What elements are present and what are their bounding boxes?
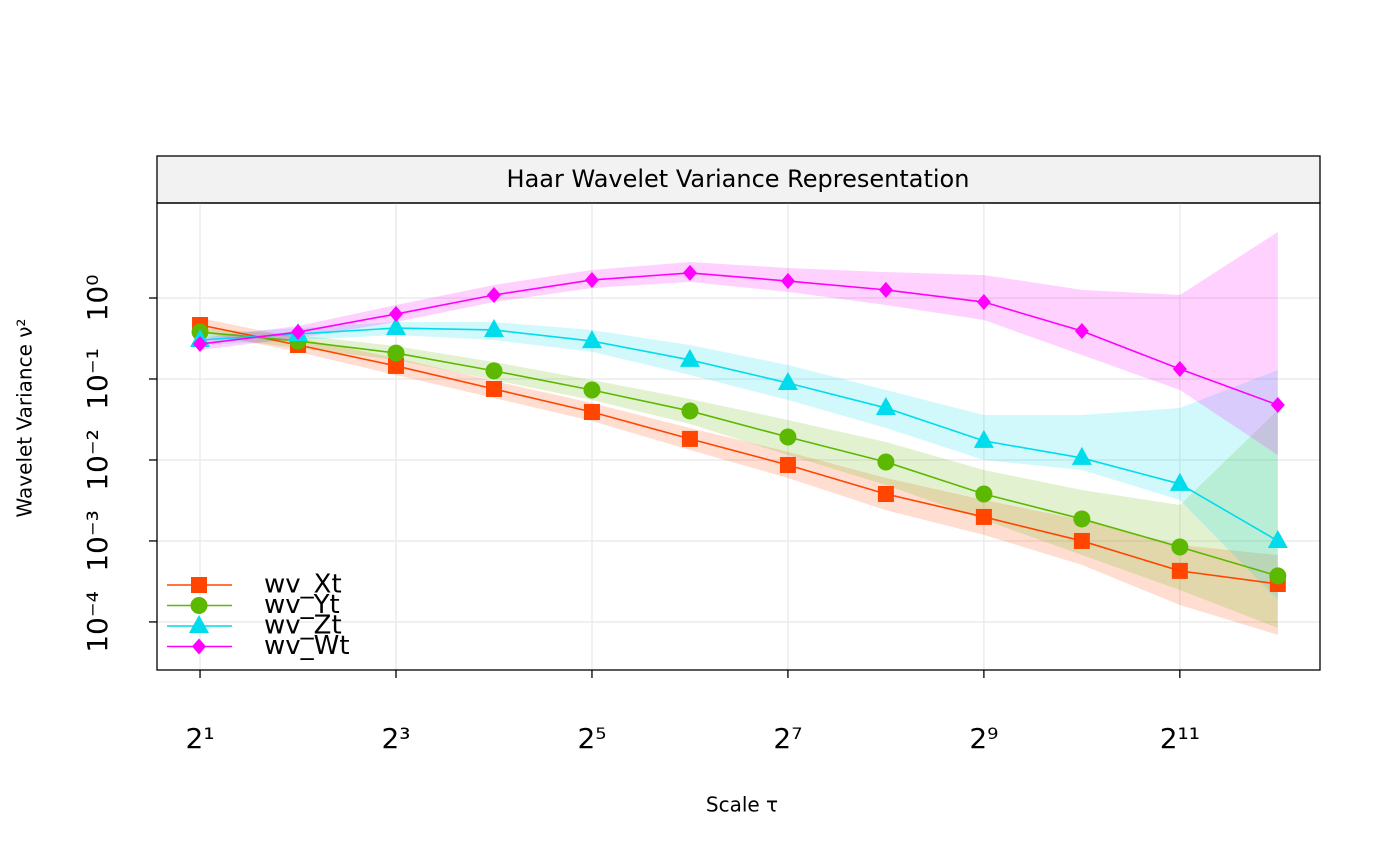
marker (388, 357, 405, 374)
marker (777, 371, 798, 390)
legend-entry: wv_Xt (167, 570, 342, 600)
marker (583, 404, 600, 421)
series-line (199, 272, 1279, 406)
marker (581, 330, 602, 349)
x-tick-label: 2⁹ (969, 722, 998, 755)
marker (682, 264, 697, 281)
marker (389, 306, 404, 323)
marker (780, 273, 795, 290)
confidence-band (200, 322, 1278, 600)
marker (1169, 472, 1190, 491)
marker (483, 318, 504, 337)
y-tick-label: 10⁻² (81, 429, 114, 491)
confidence-band (200, 318, 1278, 635)
legend-label: wv_Wt (264, 631, 350, 661)
marker (1071, 446, 1092, 465)
x-tick-label: 2⁷ (773, 722, 802, 755)
marker (1171, 538, 1189, 556)
marker (193, 336, 208, 353)
marker (1073, 532, 1090, 549)
marker (486, 286, 501, 303)
series-line (199, 331, 1279, 577)
legend-label: wv_Xt (264, 570, 342, 600)
y-tick-label: 10⁻³ (81, 510, 114, 572)
x-tick-label: 2⁵ (577, 722, 606, 755)
marker (975, 508, 992, 525)
marker (1074, 323, 1089, 340)
legend-entry: wv_Wt (167, 631, 350, 661)
marker (192, 638, 206, 655)
legend-entry: wv_Zt (167, 611, 342, 641)
marker (387, 344, 405, 362)
marker (681, 430, 698, 447)
chart-title: Haar Wavelet Variance Representation (507, 165, 970, 193)
legend-entry: wv_Yt (167, 590, 340, 620)
legend-label: wv_Zt (264, 611, 342, 641)
series-line (199, 324, 1278, 585)
marker (1270, 396, 1285, 413)
marker (779, 456, 796, 473)
y-tick-label: 10⁰ (81, 275, 114, 322)
y-tick-label: 10⁻¹ (81, 348, 114, 410)
marker (189, 615, 209, 633)
marker (1172, 360, 1187, 377)
x-tick-label: 2¹¹ (1160, 722, 1200, 755)
marker (584, 271, 599, 288)
plot-frame (156, 202, 1321, 671)
marker (190, 597, 208, 614)
y-tick-label: 10⁻⁴ (81, 591, 114, 653)
marker (191, 577, 207, 593)
legend-label: wv_Yt (264, 590, 340, 620)
marker (1171, 562, 1188, 579)
x-tick-label: 2¹ (186, 722, 215, 755)
marker (976, 294, 991, 311)
marker (291, 324, 306, 341)
marker (779, 428, 797, 446)
x-tick-label: 2³ (381, 722, 410, 755)
marker (877, 453, 895, 471)
marker (878, 281, 893, 298)
marker (485, 380, 502, 397)
series-line (199, 327, 1279, 542)
marker (485, 362, 503, 380)
marker (1073, 510, 1091, 528)
marker (877, 486, 894, 503)
x-axis-label: Scale τ (706, 793, 778, 817)
marker (1267, 529, 1288, 548)
marker (1269, 567, 1287, 585)
marker (386, 317, 407, 336)
marker (681, 402, 699, 420)
marker (679, 348, 700, 367)
marker (583, 381, 601, 399)
y-axis-label: Wavelet Variance ν² (13, 319, 37, 518)
title-strip (156, 155, 1321, 204)
marker (973, 429, 994, 448)
marker (875, 396, 896, 415)
confidence-band (200, 232, 1278, 456)
marker (975, 485, 993, 503)
